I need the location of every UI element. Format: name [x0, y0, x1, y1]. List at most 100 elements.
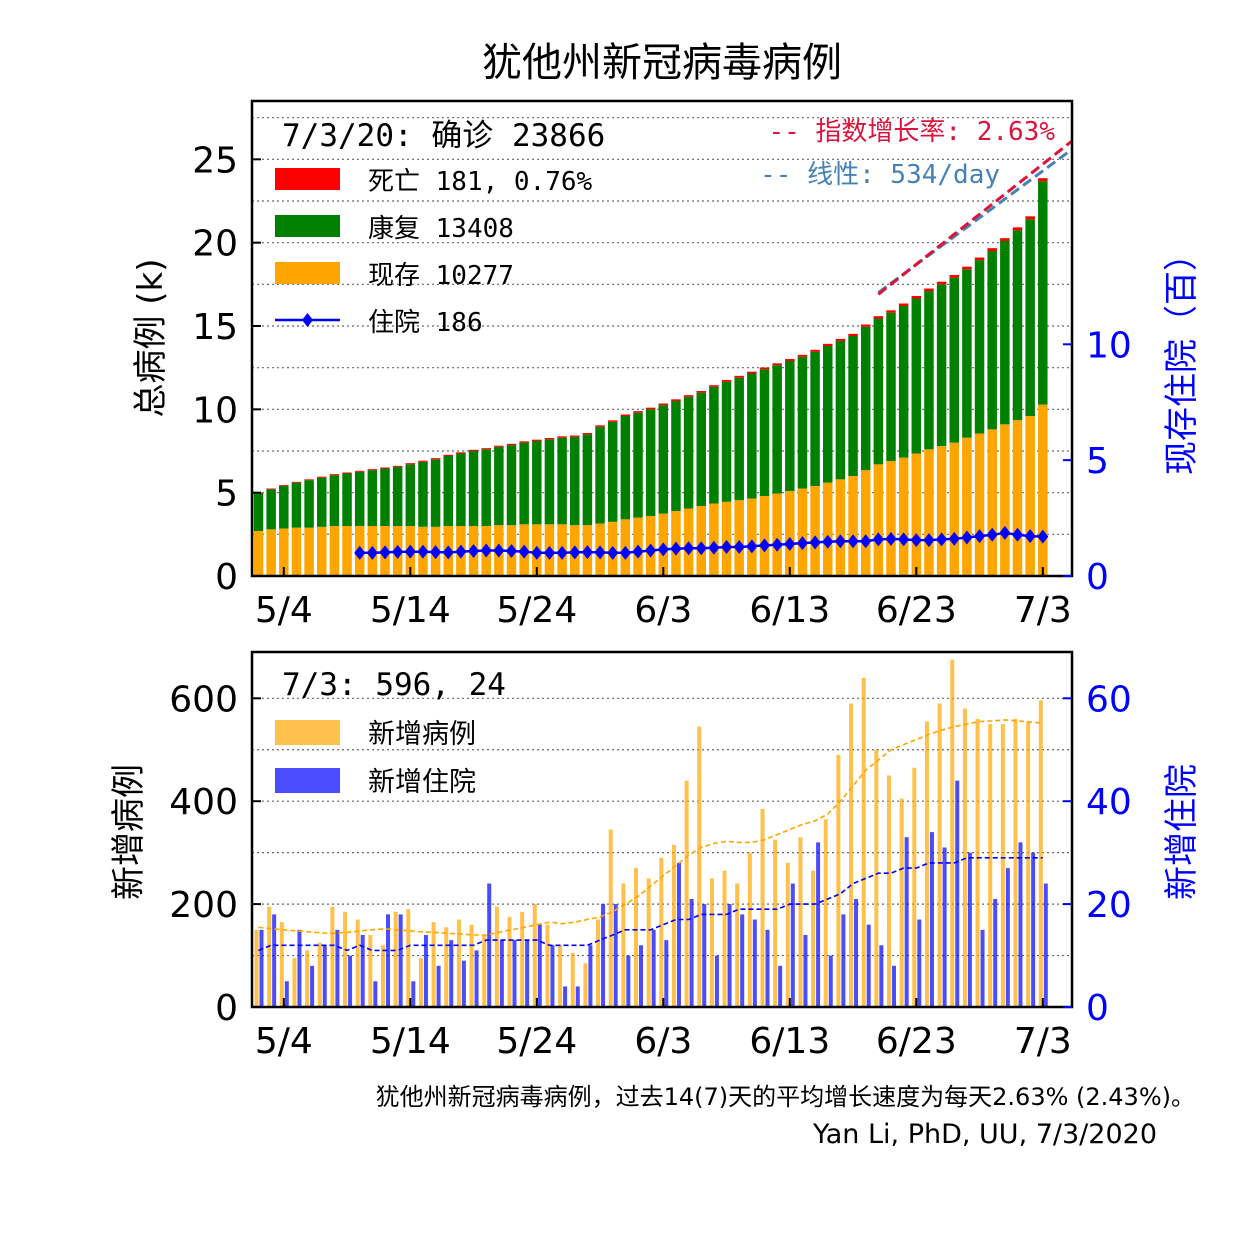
hosp-point: [948, 531, 960, 546]
bar-recovered: [557, 437, 567, 525]
hosp-point: [695, 541, 707, 556]
bar-recovered: [949, 277, 959, 443]
bar-deaths: [317, 476, 327, 478]
bar-new-cases: [520, 911, 525, 1007]
bar-deaths: [911, 296, 922, 299]
hosp-point: [898, 532, 910, 547]
hosp-point: [961, 530, 973, 545]
bar-new-hosp: [866, 924, 871, 1007]
bar-new-hosp: [879, 945, 884, 1007]
bar-active: [886, 461, 896, 576]
bar-new-hosp: [955, 780, 960, 1007]
hosp-point: [974, 529, 986, 544]
bar-recovered: [873, 318, 884, 465]
x-tick-label: 6/23: [876, 1021, 957, 1062]
bar-new-cases: [697, 726, 702, 1007]
new-cases-avg-line: [258, 719, 1043, 936]
bar-deaths: [633, 411, 643, 413]
bar-new-cases: [418, 958, 423, 1007]
bar-deaths: [544, 438, 555, 440]
bar-deaths: [696, 391, 706, 393]
bar-deaths: [291, 481, 302, 483]
bar-active: [987, 429, 997, 576]
bar-recovered: [924, 291, 934, 450]
bar-active: [1012, 420, 1023, 576]
hosp-point: [771, 537, 783, 552]
bar-deaths: [607, 420, 618, 422]
bar-active: [936, 446, 947, 576]
bar-active: [291, 527, 302, 576]
bar-new-cases: [849, 703, 854, 1007]
bar-new-cases: [684, 780, 689, 1007]
bar-deaths: [734, 375, 744, 378]
bar-recovered: [696, 392, 706, 506]
bar-deaths: [962, 266, 972, 270]
bar-recovered: [962, 269, 972, 438]
bar-new-hosp: [588, 945, 593, 1007]
bar-active: [797, 488, 808, 576]
hosp-point: [860, 534, 872, 549]
bar-active: [924, 449, 934, 576]
bar-recovered: [1038, 181, 1048, 405]
bar-recovered: [620, 416, 631, 520]
legend-label-new-cases: 新增病例: [368, 719, 476, 750]
bar-active: [709, 503, 719, 576]
x-tick-label: 7/3: [1014, 1021, 1072, 1062]
bottom-axes: 0 200 400 600 0 20 40 60 5/4 5/14 5/24 6/3 6/13 6/23 7…: [169, 679, 1132, 1062]
hosp-point: [910, 533, 922, 548]
hosp-point: [518, 544, 530, 559]
bar-new-hosp: [474, 950, 479, 1007]
bar-recovered: [418, 461, 428, 527]
x-tick-label: 6/3: [634, 590, 692, 631]
bar-new-hosp: [335, 929, 340, 1007]
bar-new-hosp: [411, 981, 416, 1007]
bar-recovered: [279, 486, 289, 529]
hosp-point: [379, 545, 391, 560]
bar-new-cases: [292, 958, 297, 1007]
hosp-point: [480, 543, 492, 558]
bar-new-hosp: [740, 914, 745, 1007]
bar-new-cases: [659, 857, 664, 1007]
bar-new-cases: [811, 870, 816, 1007]
bar-active: [266, 529, 276, 576]
bar-recovered: [329, 475, 340, 526]
bar-new-cases: [545, 924, 550, 1007]
bar-deaths: [860, 324, 871, 327]
bar-new-hosp: [297, 929, 302, 1007]
bar-new-hosp: [1005, 868, 1010, 1007]
bar-recovered: [1012, 230, 1023, 421]
hosp-point: [543, 545, 555, 560]
bar-active: [329, 526, 340, 576]
bar-deaths: [810, 349, 820, 352]
hosp-point: [923, 533, 935, 548]
bar-deaths: [658, 403, 669, 406]
bar-recovered: [911, 298, 922, 454]
hosp-point: [455, 544, 467, 559]
bar-deaths: [570, 435, 580, 437]
bar-recovered: [860, 326, 871, 471]
hosp-point: [885, 531, 897, 546]
bar-new-hosp: [854, 898, 859, 1007]
bar-active: [823, 482, 833, 576]
hosp-point: [847, 534, 859, 549]
bar-new-hosp: [993, 898, 998, 1007]
bar-active: [1025, 416, 1035, 576]
bar-recovered: [317, 477, 327, 527]
bar-active: [696, 506, 706, 576]
hosp-point: [872, 532, 884, 547]
bar-deaths: [924, 288, 934, 291]
legend-label-hosp: 住院 186: [368, 308, 483, 338]
bar-recovered: [709, 386, 719, 504]
bar-active: [898, 457, 909, 576]
bar-new-cases: [1000, 724, 1005, 1007]
legend-label-deaths: 死亡 181, 0.76%: [368, 167, 593, 197]
bar-recovered: [785, 361, 795, 491]
bar-new-cases: [823, 819, 828, 1007]
y-tick-label: 0: [215, 988, 238, 1029]
bar-recovered: [291, 482, 302, 528]
bar-new-cases: [899, 798, 904, 1007]
bar-deaths: [898, 303, 909, 306]
hosp-point: [683, 541, 695, 556]
bar-new-cases: [634, 868, 638, 1007]
